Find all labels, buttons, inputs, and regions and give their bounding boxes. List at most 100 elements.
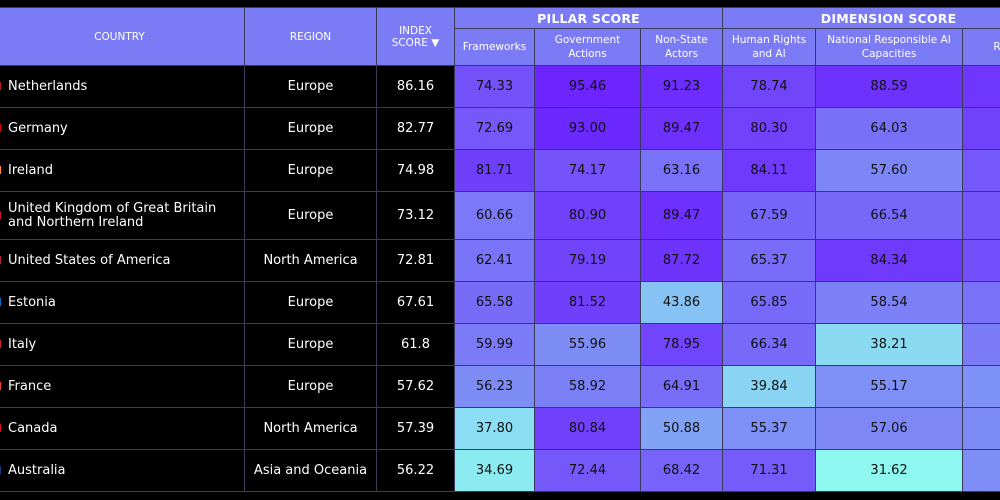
government-actions-cell: 93.00 xyxy=(534,107,641,150)
national-capacities-cell: 31.62 xyxy=(815,449,964,492)
country-name: Germany xyxy=(8,120,68,136)
responsible-governance-cell xyxy=(962,407,1000,450)
region-cell: Europe xyxy=(244,107,377,150)
header-pillar-score: PILLAR SCORE xyxy=(453,7,724,29)
national-capacities-cell: 88.59 xyxy=(815,65,964,108)
index-score-cell: 57.62 xyxy=(376,365,455,408)
non-state-actors-cell: 78.95 xyxy=(639,323,724,366)
table-row[interactable]: Australia Asia and Oceania 56.22 34.69 72.44… xyxy=(0,449,1000,492)
national-capacities-cell: 66.54 xyxy=(815,191,964,240)
national-capacities-cell: 57.60 xyxy=(815,149,964,192)
header-national-responsible-ai-capacities[interactable]: National Responsible AI Capacities xyxy=(815,28,964,66)
frameworks-cell: 65.58 xyxy=(454,281,535,324)
government-actions-cell: 55.96 xyxy=(534,323,641,366)
region-cell: Europe xyxy=(244,149,377,192)
index-score-cell: 86.16 xyxy=(376,65,455,108)
index-score-cell: 74.98 xyxy=(376,149,455,192)
non-state-actors-cell: 68.42 xyxy=(639,449,724,492)
frameworks-cell: 56.23 xyxy=(454,365,535,408)
region-cell: Europe xyxy=(244,191,377,240)
region-cell: Europe xyxy=(244,65,377,108)
header-frameworks[interactable]: Frameworks xyxy=(454,28,535,66)
frameworks-cell: 81.71 xyxy=(454,149,535,192)
non-state-actors-cell: 89.47 xyxy=(639,191,724,240)
non-state-actors-cell: 50.88 xyxy=(639,407,724,450)
table-row[interactable]: France Europe 57.62 56.23 58.92 64.91 39.84 55.… xyxy=(0,365,1000,408)
header-human-rights-ai[interactable]: Human Rights and AI xyxy=(722,28,817,66)
non-state-actors-cell: 63.16 xyxy=(639,149,724,192)
table-row[interactable]: Netherlands Europe 86.16 74.33 95.46 91.23 78.… xyxy=(0,65,1000,108)
table-row[interactable]: Italy Europe 61.8 59.99 55.96 78.95 66.34 38.21 xyxy=(0,323,1000,366)
non-state-actors-cell: 87.72 xyxy=(639,239,724,282)
table-row[interactable]: Estonia Europe 67.61 65.58 81.52 43.86 65.85 58… xyxy=(0,281,1000,324)
table-row[interactable]: Germany Europe 82.77 72.69 93.00 89.47 80.30 64… xyxy=(0,107,1000,150)
country-name: Canada xyxy=(8,420,58,436)
index-score-cell: 57.39 xyxy=(376,407,455,450)
index-score-cell: 82.77 xyxy=(376,107,455,150)
government-actions-cell: 74.17 xyxy=(534,149,641,192)
frameworks-cell: 62.41 xyxy=(454,239,535,282)
government-actions-cell: 80.90 xyxy=(534,191,641,240)
country-name: Ireland xyxy=(8,162,53,178)
country-name: Netherlands xyxy=(8,78,88,94)
index-score-cell: 67.61 xyxy=(376,281,455,324)
header-index-score[interactable]: INDEX SCORE ▼ xyxy=(376,7,455,66)
header-dimension-score: DIMENSION SCORE xyxy=(722,7,1000,29)
country-cell: United States of America xyxy=(0,239,245,282)
region-cell: Europe xyxy=(244,365,377,408)
header-index-score-label: INDEX xyxy=(399,24,432,37)
index-table: COUNTRY REGION INDEX SCORE ▼ PILLAR SCOR… xyxy=(0,7,1000,492)
government-actions-cell: 72.44 xyxy=(534,449,641,492)
national-capacities-cell: 55.17 xyxy=(815,365,964,408)
country-cell: Germany xyxy=(0,107,245,150)
flag-icon xyxy=(0,297,1,306)
responsible-governance-cell xyxy=(962,281,1000,324)
human-rights-ai-cell: 65.37 xyxy=(722,239,817,282)
country-name: United Kingdom of Great Britain and Nort… xyxy=(8,200,217,230)
frameworks-cell: 34.69 xyxy=(454,449,535,492)
table-row[interactable]: Canada North America 57.39 37.80 80.84 50.88 5… xyxy=(0,407,1000,450)
country-cell: Italy xyxy=(0,323,245,366)
national-capacities-cell: 64.03 xyxy=(815,107,964,150)
region-cell: North America xyxy=(244,239,377,282)
table-body: Netherlands Europe 86.16 74.33 95.46 91.23 78.… xyxy=(0,65,1000,492)
country-cell: United Kingdom of Great Britain and Nort… xyxy=(0,191,245,240)
country-cell: Australia xyxy=(0,449,245,492)
flag-icon xyxy=(0,381,1,390)
human-rights-ai-cell: 78.74 xyxy=(722,65,817,108)
table-row[interactable]: United States of America North America 72.… xyxy=(0,239,1000,282)
country-cell: Estonia xyxy=(0,281,245,324)
flag-icon xyxy=(0,255,1,264)
responsible-governance-cell xyxy=(962,323,1000,366)
header-index-score-label-2: SCORE xyxy=(391,36,428,49)
flag-icon xyxy=(0,339,1,348)
header-government-actions[interactable]: Government Actions xyxy=(534,28,641,66)
country-cell: Canada xyxy=(0,407,245,450)
human-rights-ai-cell: 39.84 xyxy=(722,365,817,408)
country-name: Estonia xyxy=(8,294,56,310)
country-cell: Netherlands xyxy=(0,65,245,108)
header-non-state-actors[interactable]: Non-State Actors xyxy=(639,28,724,66)
responsible-governance-cell xyxy=(962,449,1000,492)
non-state-actors-cell: 91.23 xyxy=(639,65,724,108)
responsible-governance-cell xyxy=(962,149,1000,192)
header-country[interactable]: COUNTRY xyxy=(0,7,245,66)
country-cell: France xyxy=(0,365,245,408)
national-capacities-cell: 84.34 xyxy=(815,239,964,282)
frameworks-cell: 60.66 xyxy=(454,191,535,240)
header-responsible-ai-governance[interactable]: Res G xyxy=(962,28,1000,66)
government-actions-cell: 80.84 xyxy=(534,407,641,450)
country-name: Italy xyxy=(8,336,37,352)
country-name: United States of America xyxy=(8,252,171,268)
national-capacities-cell: 38.21 xyxy=(815,323,964,366)
human-rights-ai-cell: 84.11 xyxy=(722,149,817,192)
flag-icon xyxy=(0,210,1,219)
table-row[interactable]: United Kingdom of Great Britain and Nort… xyxy=(0,191,1000,240)
flag-icon xyxy=(0,123,1,132)
country-cell: Ireland xyxy=(0,149,245,192)
flag-icon xyxy=(0,165,1,174)
human-rights-ai-cell: 80.30 xyxy=(722,107,817,150)
table-row[interactable]: Ireland Europe 74.98 81.71 74.17 63.16 84.11 57… xyxy=(0,149,1000,192)
header-region[interactable]: REGION xyxy=(244,7,377,66)
